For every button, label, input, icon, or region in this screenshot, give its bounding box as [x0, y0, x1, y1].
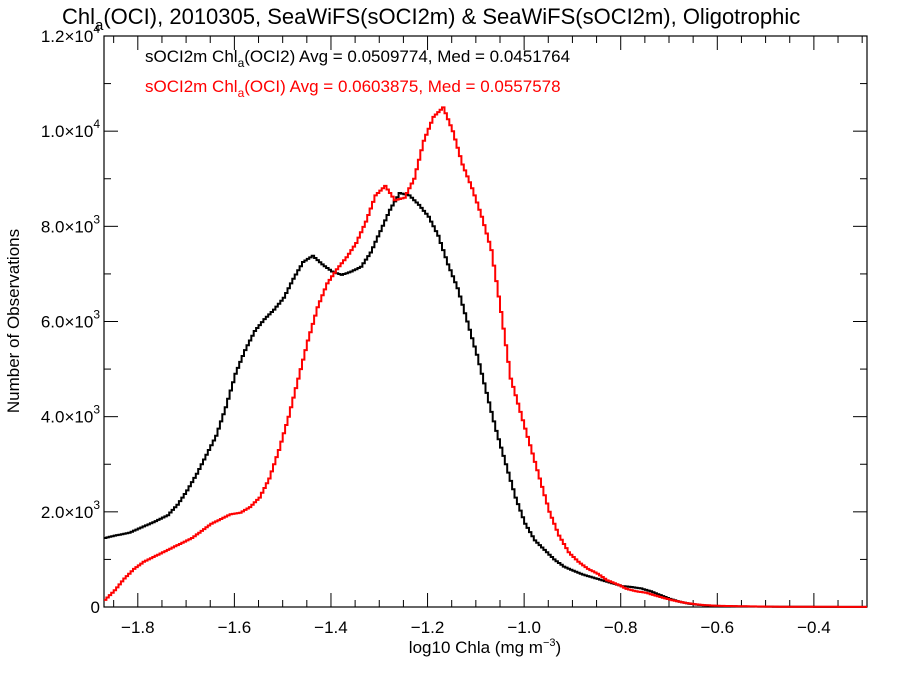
y-tick-label: 6.0×103 — [41, 308, 100, 332]
x-tick-label: −1.4 — [314, 618, 348, 637]
x-tick-label: −1.2 — [411, 618, 445, 637]
series-layer — [104, 106, 867, 608]
x-tick-label: −1.8 — [121, 618, 155, 637]
x-tick-label: −0.4 — [797, 618, 831, 637]
y-tick-label: 0 — [91, 598, 100, 617]
x-tick-label: −1.6 — [218, 618, 252, 637]
y-tick-label: 1.2×104 — [41, 22, 100, 46]
x-tick-label: −0.6 — [701, 618, 735, 637]
y-tick-label: 8.0×103 — [41, 212, 100, 236]
series-line-red — [104, 106, 867, 608]
x-tick-label: −1.0 — [507, 618, 541, 637]
y-tick-label: 2.0×103 — [41, 498, 100, 522]
y-tick-label: 4.0×103 — [41, 403, 100, 427]
y-tick-label: 1.0×104 — [41, 117, 100, 141]
chart-title: Chla(OCI), 2010305, SeaWiFS(sOCI2m) & Se… — [62, 4, 800, 34]
legend-entry-red: sOCI2m Chla(OCI) Avg = 0.0603875, Med = … — [145, 77, 561, 100]
x-axis-label: log10 Chla (mg m−3) — [409, 637, 561, 657]
axis-ticks: −1.8 −1.6 −1.4 −1.2 −1.0 −0.8 −0.6 −0.4 0 2.0×103… — [41, 22, 867, 637]
legend-entry-black: sOCI2m Chla(OCI2) Avg = 0.0509774, Med =… — [145, 47, 570, 70]
x-tick-label: −0.8 — [604, 618, 638, 637]
y-axis-label: Number of Observations — [4, 229, 23, 413]
